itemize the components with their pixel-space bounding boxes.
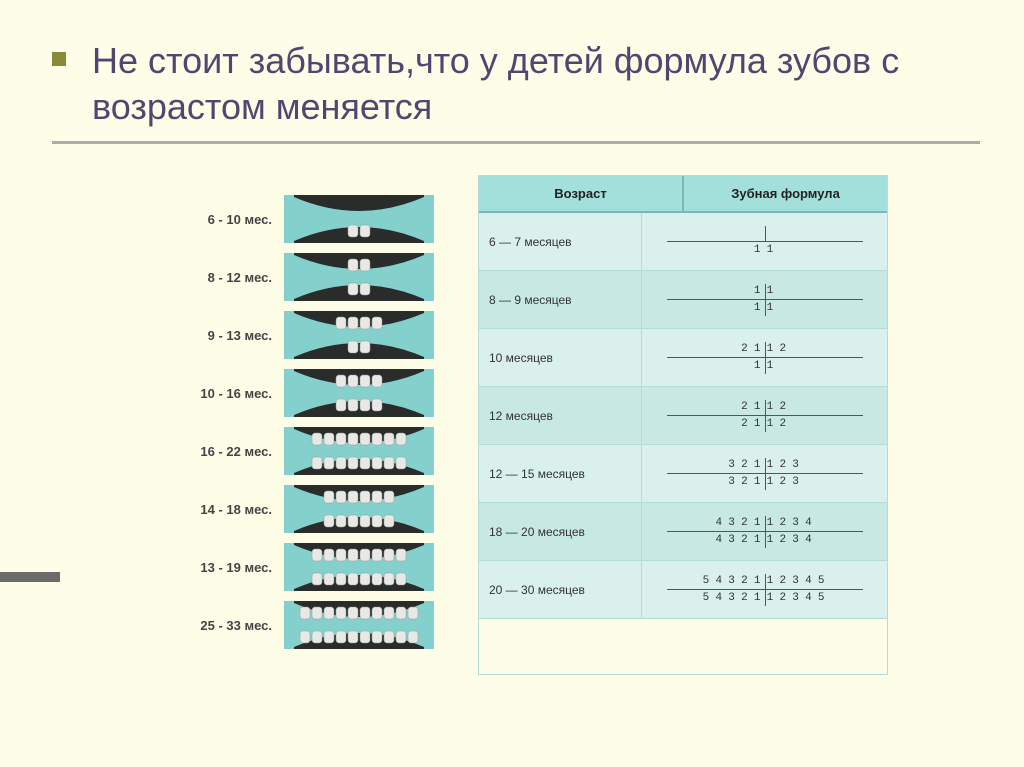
jaw-row: 8 - 12 мес.: [180, 253, 460, 301]
cell-formula: 3 2 1 1 2 3 3 2 1 1 2 3: [642, 445, 887, 502]
formula-midline: [765, 226, 767, 242]
cell-formula: 1 1 1 1: [642, 271, 887, 328]
table-row: 10 месяцев 2 1 1 2 1 1: [479, 329, 887, 387]
cell-age: 8 — 9 месяцев: [479, 271, 642, 328]
cell-formula: 2 1 1 2 2 1 1 2: [642, 387, 887, 444]
jaw-row: 9 - 13 мес.: [180, 311, 460, 359]
cell-age: 18 — 20 месяцев: [479, 503, 642, 560]
formula-divider: [667, 241, 863, 242]
column-header-age: Возраст: [479, 176, 684, 211]
jaw-age-label: 8 - 12 мес.: [180, 270, 272, 285]
table-header: Возраст Зубная формула: [479, 176, 887, 213]
jaw-diagram: [284, 485, 434, 533]
formula-lower: 1 1: [754, 242, 775, 258]
jaw-row: 6 - 10 мес.: [180, 195, 460, 243]
jaw-diagram: [284, 427, 434, 475]
jaw-age-label: 10 - 16 мес.: [180, 386, 272, 401]
formula-midline: [765, 284, 767, 316]
content-area: 6 - 10 мес. 8 - 12 мес. 9 - 13 мес. 10 -…: [180, 175, 900, 675]
formula-divider: [667, 473, 863, 474]
table-row: 6 — 7 месяцев 1 1: [479, 213, 887, 271]
title-underline: [52, 141, 980, 144]
formula-midline: [765, 342, 767, 374]
cell-formula: 2 1 1 2 1 1: [642, 329, 887, 386]
slide-title: Не стоит забывать,что у детей формула зу…: [52, 38, 974, 130]
table-row: 18 — 20 месяцев 4 3 2 1 1 2 3 4 4 3 2 1 …: [479, 503, 887, 561]
jaw-row: 10 - 16 мес.: [180, 369, 460, 417]
jaw-row: 13 - 19 мес.: [180, 543, 460, 591]
formula-divider: [667, 415, 863, 416]
slide-title-area: Не стоит забывать,что у детей формула зу…: [52, 38, 974, 130]
cell-age: 6 — 7 месяцев: [479, 213, 642, 270]
jaw-age-label: 16 - 22 мес.: [180, 444, 272, 459]
dental-formula-table: Возраст Зубная формула 6 — 7 месяцев 1 1…: [478, 175, 888, 675]
cell-formula: 4 3 2 1 1 2 3 4 4 3 2 1 1 2 3 4: [642, 503, 887, 560]
formula-divider: [667, 531, 863, 532]
jaw-row: 16 - 22 мес.: [180, 427, 460, 475]
jaw-row: 14 - 18 мес.: [180, 485, 460, 533]
formula-midline: [765, 458, 767, 490]
jaw-diagram: [284, 601, 434, 649]
jaw-diagram: [284, 253, 434, 301]
table-row: 12 месяцев 2 1 1 2 2 1 1 2: [479, 387, 887, 445]
decorative-side-bar: [0, 572, 60, 582]
jaw-age-label: 13 - 19 мес.: [180, 560, 272, 575]
table-body: 6 — 7 месяцев 1 1 8 — 9 месяцев 1 1 1 1 …: [479, 213, 887, 619]
formula-midline: [765, 516, 767, 548]
cell-formula: 5 4 3 2 1 1 2 3 4 5 5 4 3 2 1 1 2 3 4 5: [642, 561, 887, 618]
formula-midline: [765, 400, 767, 432]
column-header-formula: Зубная формула: [684, 176, 887, 211]
formula-divider: [667, 299, 863, 300]
cell-formula: 1 1: [642, 213, 887, 270]
title-bullet: [52, 52, 66, 66]
jaw-age-label: 25 - 33 мес.: [180, 618, 272, 633]
table-row: 20 — 30 месяцев 5 4 3 2 1 1 2 3 4 5 5 4 …: [479, 561, 887, 619]
cell-age: 12 — 15 месяцев: [479, 445, 642, 502]
eruption-diagram-chart: 6 - 10 мес. 8 - 12 мес. 9 - 13 мес. 10 -…: [180, 175, 460, 675]
jaw-diagram: [284, 543, 434, 591]
cell-age: 10 месяцев: [479, 329, 642, 386]
jaw-diagram: [284, 369, 434, 417]
formula-midline: [765, 574, 767, 606]
table-row: 8 — 9 месяцев 1 1 1 1: [479, 271, 887, 329]
jaw-age-label: 9 - 13 мес.: [180, 328, 272, 343]
jaw-diagram: [284, 195, 434, 243]
cell-age: 20 — 30 месяцев: [479, 561, 642, 618]
jaw-row: 25 - 33 мес.: [180, 601, 460, 649]
formula-divider: [667, 589, 863, 590]
jaw-age-label: 6 - 10 мес.: [180, 212, 272, 227]
formula-divider: [667, 357, 863, 358]
table-row: 12 — 15 месяцев 3 2 1 1 2 3 3 2 1 1 2 3: [479, 445, 887, 503]
jaw-age-label: 14 - 18 мес.: [180, 502, 272, 517]
cell-age: 12 месяцев: [479, 387, 642, 444]
jaw-diagram: [284, 311, 434, 359]
